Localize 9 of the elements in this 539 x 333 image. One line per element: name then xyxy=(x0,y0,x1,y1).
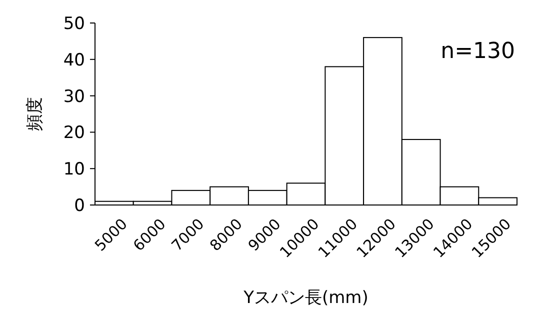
y-tick-label: 50 xyxy=(63,14,85,34)
y-tick-label: 10 xyxy=(63,160,85,180)
x-axis-title: Yスパン長(mm) xyxy=(242,288,368,308)
y-tick-label: 30 xyxy=(63,86,85,107)
y-axis-title: 頻度 xyxy=(25,97,45,131)
annotation: n=130 xyxy=(440,39,515,64)
y-tick-label: 0 xyxy=(74,196,85,216)
y-tick-label: 40 xyxy=(63,50,85,70)
y-tick-label: 20 xyxy=(63,123,85,144)
